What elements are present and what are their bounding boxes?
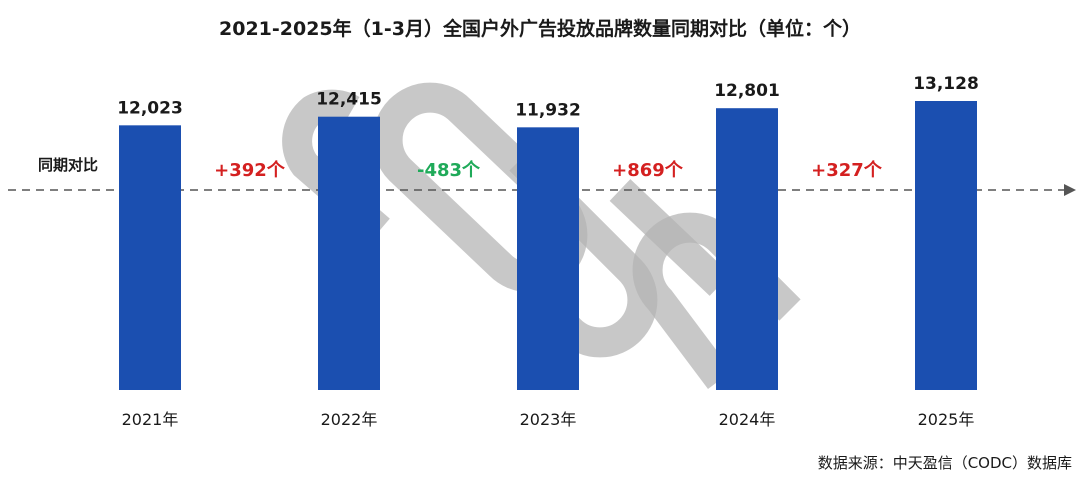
bar-3 — [517, 127, 579, 390]
bar-5 — [915, 101, 977, 390]
comparison-value-4: +327个 — [811, 159, 883, 181]
bar-4 — [716, 108, 778, 391]
reference-line-arrow-icon — [1064, 184, 1076, 196]
source-note: 数据来源：中天盈信（CODC）数据库 — [818, 454, 1072, 472]
bars — [119, 101, 977, 391]
x-tick-label-5: 2025年 — [918, 410, 975, 429]
comparison-value-1: +392个 — [214, 159, 286, 181]
watermark-letter-c2 — [632, 212, 801, 389]
bar-2 — [318, 116, 380, 391]
value-labels: 12,023 12,415 11,932 12,801 13,128 — [117, 74, 979, 120]
x-axis-ticks: 2021年 2022年 2023年 2024年 2025年 — [122, 410, 975, 429]
watermark-letter-c1 — [282, 89, 390, 242]
value-label-2: 12,415 — [316, 90, 382, 110]
x-tick-label-3: 2023年 — [520, 410, 577, 429]
bar-1 — [119, 125, 181, 390]
value-label-5: 13,128 — [913, 74, 979, 94]
comparison-value-2: -483个 — [417, 159, 481, 181]
comparison-values: +392个 -483个 +869个 +327个 — [214, 159, 883, 181]
x-tick-label-2: 2022年 — [321, 410, 378, 429]
value-label-4: 12,801 — [714, 81, 780, 101]
x-tick-label-4: 2024年 — [719, 410, 776, 429]
value-label-1: 12,023 — [117, 98, 183, 118]
chart-title: 2021-2025年（1-3月）全国户外广告投放品牌数量同期对比（单位：个） — [219, 17, 861, 40]
value-label-3: 11,932 — [515, 100, 581, 120]
x-tick-label-1: 2021年 — [122, 410, 179, 429]
comparison-value-3: +869个 — [612, 159, 684, 181]
comparison-label: 同期对比 — [38, 156, 98, 174]
